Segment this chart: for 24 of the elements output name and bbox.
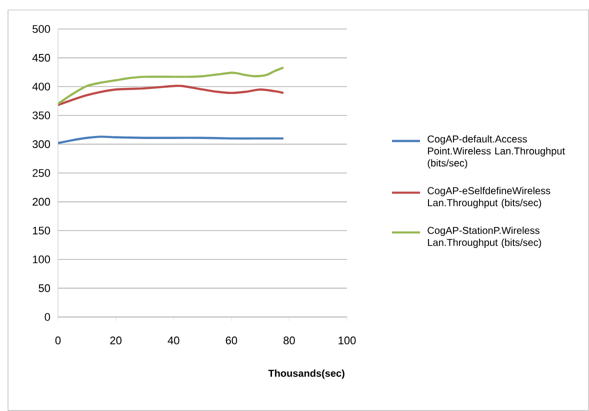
y-tick-label: 200: [32, 198, 50, 206]
y-tick-label: 400: [32, 82, 50, 90]
x-tick-label: 100: [338, 336, 356, 344]
x-tick-label: 40: [168, 336, 180, 344]
x-tick-label: 0: [55, 336, 61, 344]
y-tick-label: 450: [32, 54, 50, 62]
legend-label: CogAP-default.Access Point.Wireless Lan.Throughput (bits/sec): [428, 135, 565, 169]
x-tick-label: 20: [110, 336, 122, 344]
y-tick-label: 300: [32, 140, 50, 148]
y-tick-label: 350: [32, 112, 50, 120]
x-tick-label: 80: [284, 336, 295, 344]
y-tick-label: 150: [32, 226, 50, 234]
y-tick-label: 0: [44, 313, 50, 321]
y-tick-label: 500: [32, 25, 50, 33]
legend-label: CogAP-StationP.Wireless Lan.Throughput (bits/sec): [428, 226, 542, 248]
y-tick-label: 250: [32, 169, 50, 177]
x-axis-title: Thousands(sec): [268, 369, 344, 379]
x-tick-label: 60: [226, 336, 238, 344]
line-series: [58, 84, 285, 106]
y-tick-label: 50: [38, 284, 50, 292]
line-series: [58, 136, 285, 144]
line-series: [58, 66, 285, 105]
y-tick-label: 100: [32, 256, 50, 264]
legend-label: CogAP-eSelfdefineWireless Lan.Throughput (bits/sec): [428, 186, 550, 208]
